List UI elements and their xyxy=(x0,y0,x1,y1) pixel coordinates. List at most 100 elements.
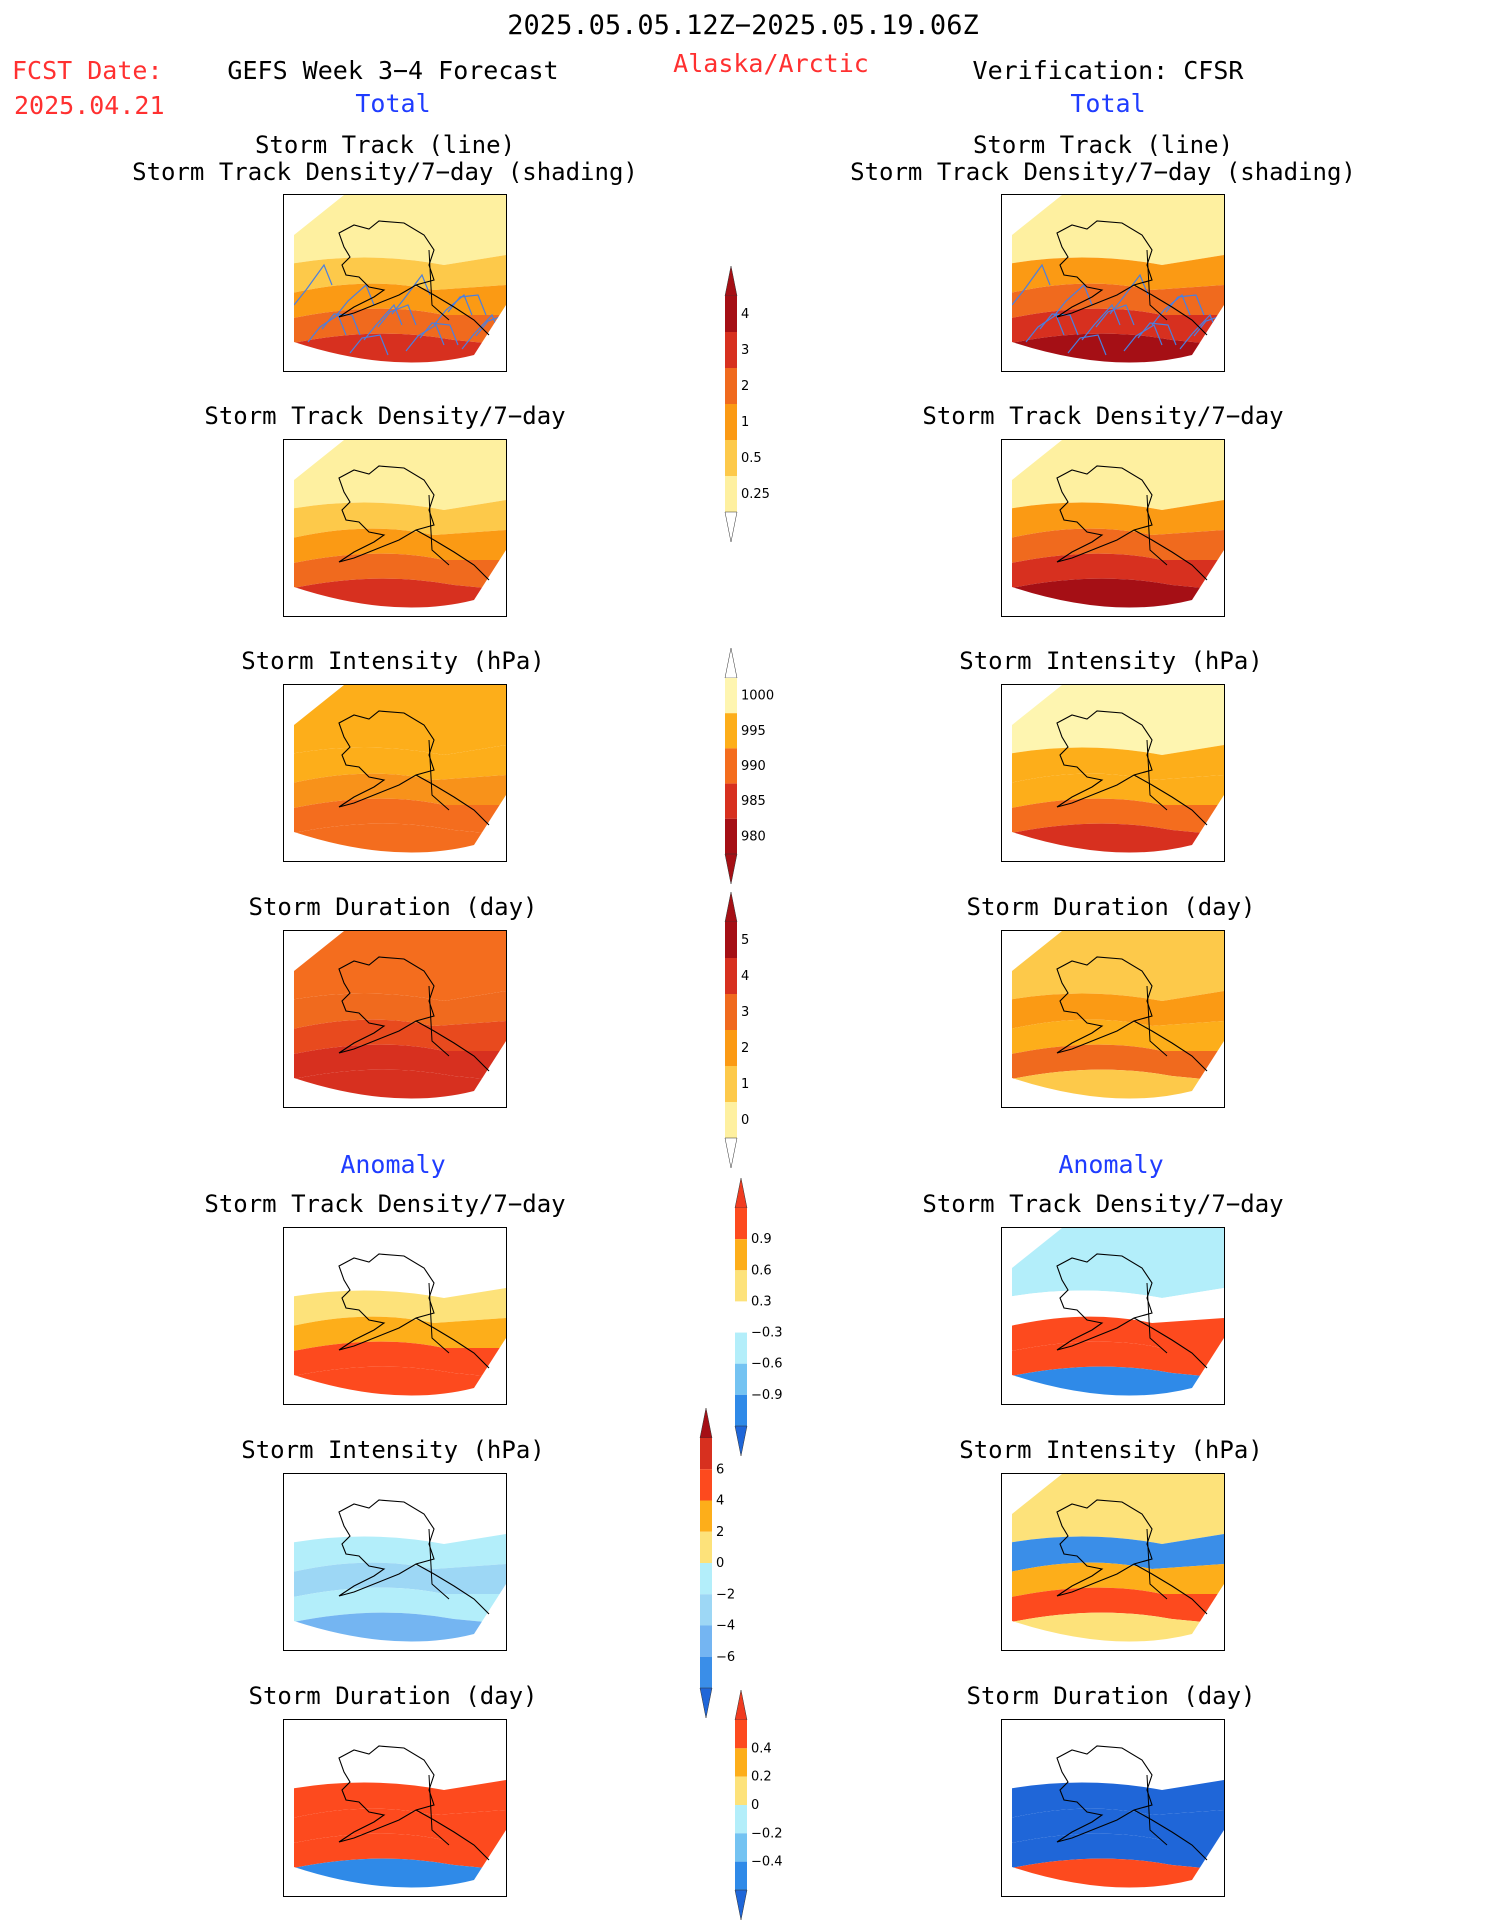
anomaly-label-right: Anomaly xyxy=(1058,1150,1164,1179)
colorbar-arrow-top xyxy=(734,1177,748,1209)
coastline xyxy=(1056,1253,1208,1369)
shading-band xyxy=(1012,1833,1224,1870)
colorbar-tick-label: 990 xyxy=(741,759,766,774)
shading-band xyxy=(294,283,506,320)
title-shading: Storm Track Density/7−day (shading) xyxy=(850,158,1356,186)
shading-band xyxy=(1012,283,1224,320)
fcst-date-value: 2025.04.21 xyxy=(14,91,165,120)
colorbar-tick-label: −6 xyxy=(716,1650,735,1665)
colorbar-segment xyxy=(725,476,737,512)
shading-band xyxy=(1012,1780,1224,1820)
colorbar-segment xyxy=(725,994,737,1030)
coastline xyxy=(1056,220,1208,336)
map-cfsr-track xyxy=(1001,194,1225,372)
colorbar-tick-label: −0.2 xyxy=(751,1826,783,1841)
coastline xyxy=(338,1499,490,1615)
border-line xyxy=(428,249,450,321)
coastline xyxy=(338,956,490,1072)
colorbar-segment xyxy=(725,368,737,404)
shading-band xyxy=(1012,1587,1224,1624)
title-fcst-density: Storm Track Density/7−day xyxy=(204,402,566,430)
title-cfsr-duration: Storm Duration (day) xyxy=(966,893,1256,921)
colorbar-segment xyxy=(700,1563,712,1595)
colorbar-segment xyxy=(725,922,737,958)
shading-band xyxy=(1012,1019,1224,1056)
coastline xyxy=(338,465,490,581)
storm-track-line xyxy=(1095,304,1135,328)
colorbar-segment xyxy=(725,678,737,714)
shading-band xyxy=(294,1720,506,1790)
shading-band xyxy=(294,195,506,265)
shading-band xyxy=(1012,500,1224,540)
title-fcst-intensity: Storm Intensity (hPa) xyxy=(241,647,545,675)
title-fcst-density-anom: Storm Track Density/7−day xyxy=(204,1190,566,1218)
shading-band xyxy=(294,1780,506,1820)
colorbar-tick-label: −0.6 xyxy=(751,1357,783,1372)
colorbar-segment xyxy=(735,1332,747,1364)
shading-band xyxy=(294,798,506,835)
title-cfsr-density: Storm Track Density/7−day xyxy=(922,402,1284,430)
shading-band xyxy=(294,255,506,295)
title-fcst-duration-anom: Storm Duration (day) xyxy=(248,1682,538,1710)
coastline xyxy=(338,220,490,336)
colorbar-tick-label: 0 xyxy=(741,1113,749,1128)
date-range-title: 2025.05.05.12Z−2025.05.19.06Z xyxy=(507,10,979,41)
map-fcst-duration xyxy=(283,930,507,1108)
colorbar-tick-label: 0.6 xyxy=(751,1263,772,1278)
map-cfsr-duration-anom xyxy=(1001,1719,1225,1897)
shading-band xyxy=(1012,798,1224,835)
colorbar-tick-label: 1 xyxy=(741,1077,749,1092)
anomaly-label-left: Anomaly xyxy=(340,1150,446,1179)
border-line xyxy=(428,1774,450,1846)
colorbar-segment xyxy=(725,958,737,994)
coastline xyxy=(1056,956,1208,1072)
colorbar-segment xyxy=(735,1394,747,1426)
coastline xyxy=(1056,710,1208,826)
map-cfsr-intensity-anom xyxy=(1001,1473,1225,1651)
shading-band xyxy=(1012,1474,1224,1544)
shading-band xyxy=(294,1044,506,1081)
map-fcst-duration-anom xyxy=(283,1719,507,1897)
title-fcst-duration: Storm Duration (day) xyxy=(248,893,538,921)
storm-track-line xyxy=(377,304,417,328)
colorbar-segment xyxy=(735,1748,747,1777)
colorbar-segment xyxy=(735,1805,747,1834)
shading-band xyxy=(1012,1316,1224,1353)
storm-track-line xyxy=(335,283,375,317)
colorbar-segment xyxy=(725,1102,737,1138)
shading-band xyxy=(1012,745,1224,785)
border-line xyxy=(1146,249,1168,321)
total-label-right: Total xyxy=(1070,89,1146,118)
colorbar-segment xyxy=(700,1469,712,1501)
colorbar-density-anom: 0.9 0.6 0.3 −0.3 −0.6 −0.9 xyxy=(734,1177,805,1462)
map-canvas xyxy=(294,1720,506,1888)
border-line xyxy=(428,739,450,811)
colorbar-segment xyxy=(735,1270,747,1302)
colorbar-tick-label: 1000 xyxy=(741,689,774,704)
colorbar-segment xyxy=(725,296,737,332)
colorbar-tick-label: −0.3 xyxy=(751,1326,783,1341)
storm-track-line xyxy=(1137,322,1177,346)
colorbar-segment xyxy=(700,1594,712,1626)
colorbar-arrow-bottom xyxy=(734,1889,748,1921)
title-cfsr-intensity: Storm Intensity (hPa) xyxy=(959,647,1263,675)
shading-band xyxy=(1012,1534,1224,1574)
shading-band xyxy=(294,1534,506,1574)
colorbar-segment xyxy=(700,1625,712,1657)
map-canvas xyxy=(294,931,506,1099)
shading-band xyxy=(294,1474,506,1544)
colorbar-segment xyxy=(735,1208,747,1240)
shading-band xyxy=(294,1316,506,1353)
colorbar-arrow-top xyxy=(699,1407,713,1439)
colorbar-segment xyxy=(735,1861,747,1890)
colorbar-segment xyxy=(725,440,737,476)
title-shading: Storm Track Density/7−day (shading) xyxy=(132,158,638,186)
coastline xyxy=(1056,465,1208,581)
colorbar-tick-label: 0.25 xyxy=(741,487,770,502)
colorbar-segment xyxy=(700,1531,712,1563)
colorbar-arrow-bottom xyxy=(699,1687,713,1719)
colorbar-tick-label: 6 xyxy=(716,1462,724,1477)
border-line xyxy=(428,1282,450,1354)
map-canvas xyxy=(1012,1474,1224,1642)
border-line xyxy=(428,1528,450,1600)
